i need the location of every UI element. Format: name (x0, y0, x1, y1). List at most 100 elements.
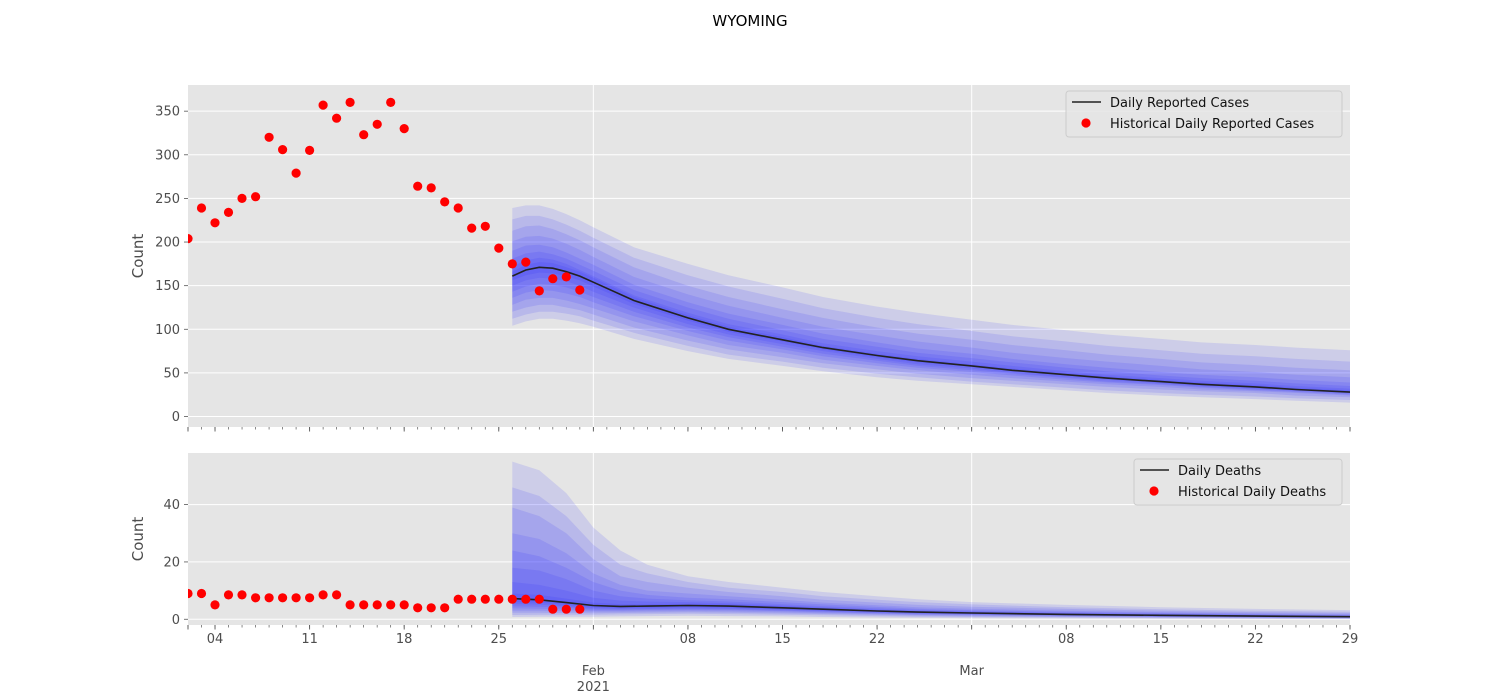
historical-point (210, 218, 220, 228)
historical-point (548, 604, 558, 614)
x-tick-label: 22 (869, 632, 886, 647)
legend-marker-swatch (1149, 486, 1159, 496)
historical-point (264, 132, 274, 142)
legend-label: Historical Daily Reported Cases (1110, 117, 1314, 132)
legend-label: Historical Daily Deaths (1178, 485, 1326, 500)
x-tick-label: 2021 (577, 680, 610, 695)
historical-point (345, 600, 355, 610)
historical-point (318, 590, 328, 600)
historical-point (534, 594, 544, 604)
y-tick-label: 20 (163, 555, 180, 570)
y-tick-label: 350 (155, 105, 180, 120)
historical-point (305, 145, 315, 155)
historical-point (372, 600, 382, 610)
y-tick-label: 150 (155, 279, 180, 294)
x-tick-label: 15 (774, 632, 791, 647)
y-tick-label: 100 (155, 323, 180, 338)
plot-area (188, 461, 1350, 619)
historical-point (332, 590, 342, 600)
x-tick-label: 11 (301, 632, 318, 647)
historical-point (188, 234, 193, 244)
x-tick-label: 08 (680, 632, 697, 647)
historical-point (453, 203, 463, 213)
x-tick-label: Mar (959, 664, 984, 679)
legend-box (1133, 458, 1343, 506)
y-tick-label: 300 (155, 148, 180, 163)
uncertainty-band-4 (512, 533, 1350, 619)
uncertainty-band-3 (512, 225, 1350, 398)
historical-point (359, 130, 369, 140)
legend-box (1065, 90, 1343, 138)
x-tick-label: Feb (582, 664, 605, 679)
uncertainty-band-7 (512, 582, 1350, 618)
historical-point (345, 97, 355, 107)
x-tick-label: 22 (1247, 632, 1264, 647)
historical-point (359, 600, 369, 610)
historical-point (507, 594, 517, 604)
x-tick-label: 15 (1153, 632, 1170, 647)
historical-point (575, 285, 585, 295)
historical-point (399, 124, 409, 134)
historical-point (494, 594, 504, 604)
historical-point (196, 588, 207, 599)
legend: Daily Deaths Historical Daily Deaths (1133, 458, 1343, 506)
y-tick-label: 200 (155, 236, 180, 251)
uncertainty-band-5 (512, 550, 1350, 618)
uncertainty-band-5 (512, 244, 1350, 395)
historical-point (548, 274, 558, 284)
historical-point (507, 259, 517, 269)
historical-point (210, 600, 220, 610)
historical-point (467, 594, 477, 604)
historical-point (251, 593, 261, 603)
y-tick-label: 250 (155, 192, 180, 207)
historical-point (318, 100, 328, 110)
historical-point (278, 145, 288, 155)
historical-point (332, 113, 342, 123)
panel-deaths: 0 20 40 Count Daily Deaths Historical Daily D… (129, 453, 1351, 630)
y-tick-label: 40 (163, 498, 180, 513)
x-tick-label: 08 (1058, 632, 1075, 647)
historical-point (521, 594, 531, 604)
historical-point (237, 590, 247, 600)
historical-point (278, 593, 288, 603)
historical-point (440, 603, 450, 613)
historical-point (386, 97, 396, 107)
historical-point (237, 193, 247, 203)
historical-point (494, 243, 504, 253)
forecast-line (511, 266, 1350, 393)
historical-point (561, 604, 571, 614)
historical-point (534, 286, 544, 296)
uncertainty-band-6 (512, 251, 1350, 394)
historical-point (413, 603, 423, 613)
historical-point (291, 168, 301, 178)
y-axis-label: Count (129, 517, 147, 562)
historical-point (413, 181, 423, 191)
plot-area (188, 97, 1350, 403)
uncertainty-band-2 (512, 215, 1350, 400)
historical-point (480, 221, 490, 231)
historical-point (196, 203, 207, 213)
historical-point (188, 588, 193, 599)
legend: Daily Reported Cases Historical Daily Rep… (1065, 90, 1343, 138)
y-tick-label: 50 (163, 366, 180, 381)
figure-title: WYOMING (712, 12, 787, 30)
historical-point (575, 604, 585, 614)
axes-background (188, 85, 1350, 427)
historical-point (521, 257, 531, 267)
historical-point (305, 593, 315, 603)
uncertainty-band-6 (512, 567, 1350, 618)
historical-point (223, 207, 234, 217)
legend-marker-swatch (1081, 118, 1091, 128)
x-tick-label: 18 (396, 632, 413, 647)
historical-point (372, 119, 382, 129)
historical-point (426, 183, 436, 193)
historical-point (264, 593, 274, 603)
uncertainty-band-3 (512, 507, 1350, 619)
x-tick-label: 25 (490, 632, 507, 647)
legend-label: Daily Reported Cases (1110, 96, 1249, 111)
historical-point (467, 223, 477, 233)
historical-point (561, 272, 571, 282)
historical-point (251, 192, 261, 202)
historical-point (426, 603, 436, 613)
forecast-line (512, 597, 1350, 618)
